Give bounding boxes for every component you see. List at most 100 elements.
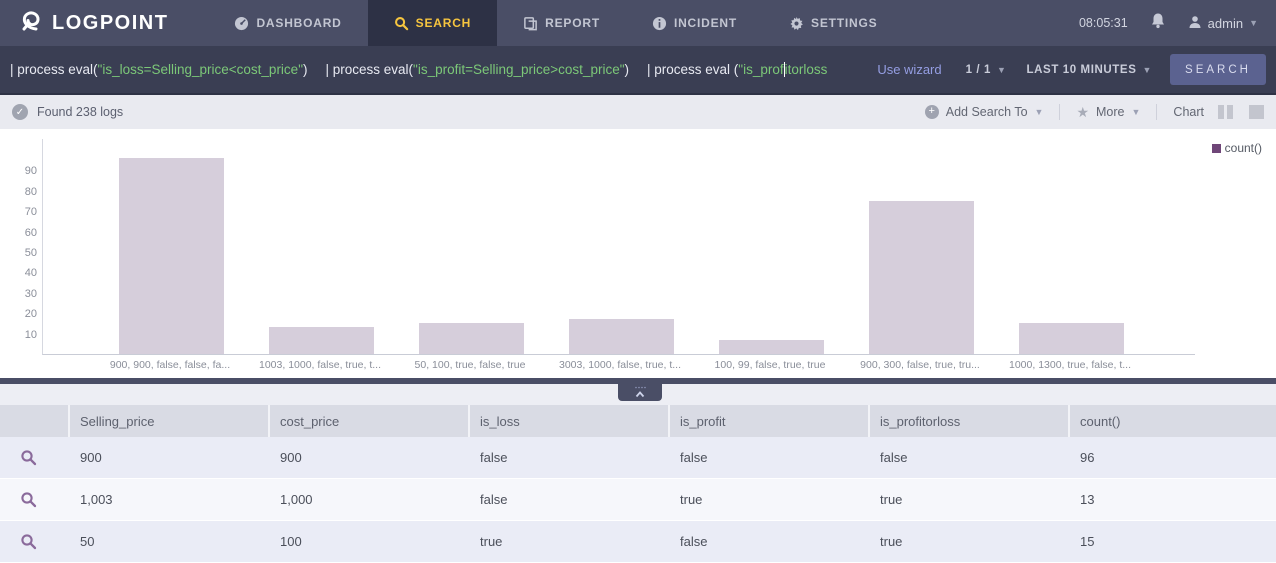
table-cell: true bbox=[480, 534, 503, 549]
search-query-input[interactable]: | process eval("is_loss=Selling_price<co… bbox=[10, 62, 871, 78]
chevron-down-icon: ▼ bbox=[1034, 107, 1044, 117]
user-menu[interactable]: admin ▼ bbox=[1188, 15, 1258, 32]
table-body: 900 900 false false false 96 1,003 1,000 false tr… bbox=[0, 437, 1276, 563]
table-row: 50 100 true false true 15 bbox=[0, 521, 1276, 563]
chevron-down-icon: ▼ bbox=[1142, 64, 1152, 75]
chart-bar bbox=[568, 319, 674, 354]
column-chart-view-icon[interactable] bbox=[1218, 105, 1233, 119]
table-header: is_profitorloss bbox=[870, 405, 1070, 437]
table-cell: true bbox=[680, 492, 703, 507]
pane-divider[interactable] bbox=[0, 378, 1276, 384]
collapse-panel-button[interactable] bbox=[618, 384, 662, 401]
gauge-icon bbox=[234, 16, 249, 31]
chart-category-label: 1003, 1000, false, true, t... bbox=[259, 359, 381, 371]
nav-item-settings[interactable]: SETTINGS bbox=[763, 0, 903, 46]
top-nav: LOGPOINT DASHBOARD SEARCH REPORT INCIDEN… bbox=[0, 0, 1276, 46]
table-cell: 96 bbox=[1080, 450, 1095, 465]
query-bar: | process eval("is_loss=Selling_price<co… bbox=[0, 46, 1276, 95]
table-cell: false bbox=[680, 534, 708, 549]
area-chart-view-icon[interactable] bbox=[1249, 105, 1264, 119]
y-axis-tick: 40 bbox=[24, 267, 37, 280]
time-range-dropdown[interactable]: LAST 10 MINUTES ▼ bbox=[1026, 63, 1152, 76]
y-axis-tick: 60 bbox=[24, 226, 37, 239]
query-pipe-2: | process eval("is_profit=Selling_price>… bbox=[325, 62, 630, 77]
table-cell: false bbox=[680, 450, 708, 465]
info-icon bbox=[652, 16, 667, 31]
gear-icon bbox=[789, 16, 804, 31]
logpoint-logo-icon bbox=[18, 8, 44, 39]
clock: 08:05:31 bbox=[1078, 16, 1128, 30]
toolbar-separator bbox=[1156, 104, 1158, 120]
table-header-row: Selling_price cost_price is_loss is_prof… bbox=[0, 405, 1276, 437]
more-button[interactable]: ★ More ▼ bbox=[1076, 103, 1141, 120]
add-search-to-button[interactable]: + Add Search To ▼ bbox=[924, 105, 1044, 119]
table-header: is_profit bbox=[670, 405, 870, 437]
nav-items: DASHBOARD SEARCH REPORT INCIDENT SETTING… bbox=[208, 0, 903, 46]
report-icon bbox=[523, 16, 538, 31]
chart-bar bbox=[718, 340, 824, 354]
pagination-dropdown[interactable]: 1 / 1 ▼ bbox=[965, 63, 1007, 76]
y-axis-tick: 20 bbox=[24, 308, 37, 321]
table-pane-top bbox=[0, 384, 1276, 405]
table-cell: false bbox=[480, 450, 508, 465]
table-row: 900 900 false false false 96 bbox=[0, 437, 1276, 479]
table-cell: false bbox=[880, 450, 908, 465]
plus-icon: + bbox=[924, 105, 939, 119]
row-inspect-button[interactable] bbox=[0, 491, 70, 508]
bar-chart: 10 20 30 40 50 60 70 80 90 900, 900, false, fals… bbox=[0, 129, 1276, 378]
nav-item-label: SEARCH bbox=[415, 16, 472, 30]
y-axis-tick: 50 bbox=[24, 247, 37, 259]
chart-legend: count() bbox=[1211, 141, 1262, 155]
nav-item-incident[interactable]: INCIDENT bbox=[626, 0, 763, 46]
nav-item-label: SETTINGS bbox=[811, 16, 878, 30]
chart-plot: 10 20 30 40 50 60 70 80 90 bbox=[25, 139, 1195, 355]
chart-bar bbox=[868, 201, 974, 354]
chart-category-label: 900, 900, false, false, fa... bbox=[109, 359, 231, 371]
y-axis-tick: 90 bbox=[24, 165, 37, 178]
nav-item-label: INCIDENT bbox=[673, 16, 738, 30]
search-button[interactable]: SEARCH bbox=[1170, 54, 1266, 85]
toolbar-separator bbox=[1059, 104, 1061, 120]
table-header: cost_price bbox=[270, 405, 470, 437]
table-cell: 900 bbox=[80, 450, 102, 465]
chevron-down-icon: ▼ bbox=[997, 64, 1007, 75]
logpoint-logo[interactable]: LOGPOINT bbox=[0, 0, 208, 46]
use-wizard-link[interactable]: Use wizard bbox=[877, 62, 942, 77]
status-bar: ✓ Found 238 logs + Add Search To ▼ ★ Mor… bbox=[0, 95, 1276, 129]
row-inspect-button[interactable] bbox=[0, 533, 70, 550]
query-pipe-1: | process eval("is_loss=Selling_price<co… bbox=[10, 62, 308, 77]
legend-swatch bbox=[1211, 143, 1221, 153]
chart-category-label: 50, 100, true, false, true bbox=[414, 359, 526, 371]
nav-item-label: DASHBOARD bbox=[256, 16, 342, 30]
y-axis-tick: 80 bbox=[24, 185, 37, 198]
legend-label: count() bbox=[1224, 141, 1262, 155]
table-cell: 1,003 bbox=[80, 492, 113, 507]
chart-category-labels: 900, 900, false, false, fa... 1003, 1000,… bbox=[42, 359, 1195, 377]
query-pipe-3: | process eval ("is_profitorloss bbox=[647, 61, 828, 78]
chart-view-label: Chart bbox=[1173, 105, 1204, 119]
nav-item-dashboard[interactable]: DASHBOARD bbox=[208, 0, 367, 46]
y-axis-tick: 70 bbox=[24, 206, 37, 219]
table-header: is_loss bbox=[470, 405, 670, 437]
table-cell: 1,000 bbox=[280, 492, 313, 507]
chart-category-label: 100, 99, false, true, true bbox=[714, 359, 826, 371]
nav-item-search[interactable]: SEARCH bbox=[367, 0, 498, 46]
nav-right: 08:05:31 admin ▼ bbox=[1079, 0, 1276, 46]
chart-category-label: 1000, 1300, true, false, t... bbox=[1009, 359, 1131, 371]
bell-icon[interactable] bbox=[1150, 12, 1166, 34]
y-axis-tick: 30 bbox=[24, 287, 37, 300]
person-icon bbox=[1188, 15, 1202, 32]
user-name: admin bbox=[1207, 15, 1244, 31]
text-cursor bbox=[783, 62, 785, 78]
magnifier-icon bbox=[21, 492, 37, 508]
check-icon: ✓ bbox=[12, 104, 28, 120]
chart-bar bbox=[268, 327, 374, 354]
chart-category-label: 900, 300, false, true, tru... bbox=[860, 359, 980, 371]
chevron-down-icon: ▼ bbox=[1131, 107, 1141, 117]
star-icon: ★ bbox=[1076, 103, 1090, 120]
y-axis-tick: 10 bbox=[24, 328, 37, 341]
table-cell: 50 bbox=[80, 534, 95, 549]
nav-item-report[interactable]: REPORT bbox=[497, 0, 626, 46]
row-inspect-button[interactable] bbox=[0, 449, 70, 466]
chevron-up-icon bbox=[635, 386, 646, 398]
